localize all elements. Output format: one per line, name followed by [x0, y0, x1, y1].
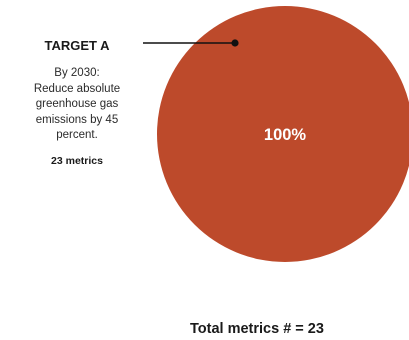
target-a-title: TARGET A: [44, 38, 110, 53]
leader-dot: [231, 39, 239, 47]
slice-value-label: 100%: [264, 126, 307, 144]
target-a-description-line: emissions by 45: [35, 113, 119, 126]
target-a-description: By 2030: Reduce absolute greenhouse gas …: [18, 66, 136, 144]
total-metrics-label: Total metrics # = 23: [190, 321, 324, 337]
target-a-description-line: By 2030:: [54, 67, 100, 79]
target-a-description-line: percent.: [56, 129, 98, 141]
pie-slice-target-a[interactable]: [157, 6, 409, 262]
target-a-description-line: Reduce absolute: [33, 82, 121, 95]
target-a-description-line: greenhouse gas: [35, 98, 119, 110]
target-a-metric-count: 23 metrics: [51, 154, 103, 167]
target-a-annotation: TARGET A By 2030: Reduce absolute greenh…: [18, 38, 136, 168]
